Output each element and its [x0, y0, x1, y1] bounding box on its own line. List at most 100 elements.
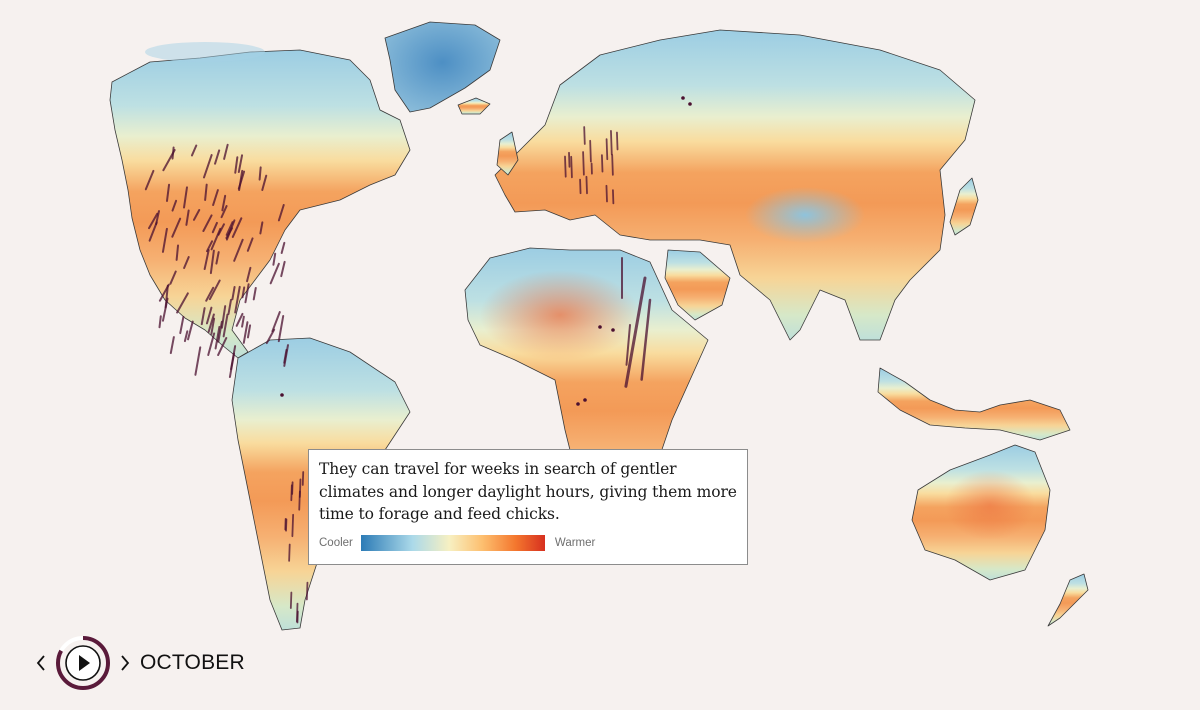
sighting-dot: [681, 96, 685, 100]
north-america: [109, 49, 411, 359]
migration-track: [228, 352, 235, 379]
migration-track: [171, 217, 182, 238]
migration-track: [235, 312, 244, 327]
japan: [949, 177, 979, 236]
migration-track: [238, 169, 244, 192]
migration-track: [176, 292, 189, 314]
migration-track: [204, 183, 208, 202]
migration-track: [161, 227, 168, 253]
migration-track: [202, 214, 213, 232]
migration-track: [271, 311, 281, 333]
migration-track: [290, 484, 293, 502]
migration-track: [585, 175, 588, 195]
migration-track: [244, 283, 250, 304]
migration-track: [616, 131, 619, 151]
migration-track: [298, 490, 301, 511]
migration-track: [237, 154, 244, 173]
migration-track: [205, 306, 213, 325]
migration-track: [564, 155, 567, 178]
migration-track: [246, 324, 252, 339]
playback-controls: OCTOBER: [30, 634, 245, 692]
migration-track: [291, 513, 295, 538]
next-month-button[interactable]: [114, 648, 136, 678]
migration-track: [158, 315, 162, 329]
migration-track: [223, 143, 229, 160]
migration-track: [241, 286, 246, 299]
migration-track: [165, 183, 171, 202]
migration-track: [208, 279, 221, 301]
migration-track: [164, 284, 169, 309]
migration-track: [169, 270, 177, 285]
migration-track: [231, 217, 243, 238]
migration-track: [289, 591, 293, 609]
migration-track: [269, 262, 280, 285]
migration-track: [179, 315, 185, 335]
migration-track: [605, 184, 608, 203]
chevron-right-icon: [121, 655, 130, 671]
legend-high-label: Warmer: [554, 537, 596, 549]
migration-track: [605, 138, 609, 161]
migration-track: [144, 169, 155, 191]
migration-track: [210, 317, 216, 335]
info-card-text: They can travel for weeks in search of g…: [319, 460, 737, 523]
migration-track: [148, 221, 158, 242]
sighting-dot: [598, 325, 602, 329]
migration-track: [283, 348, 288, 364]
migration-track: [583, 126, 586, 145]
sighting-dot: [280, 393, 284, 397]
migration-track: [288, 543, 291, 562]
migration-track: [185, 209, 190, 226]
migration-track: [183, 186, 188, 209]
migration-track: [295, 602, 299, 623]
new-zealand: [1047, 573, 1089, 627]
play-icon: [56, 636, 110, 690]
sighting-dot: [688, 102, 692, 106]
migration-track: [212, 189, 219, 207]
migration-track: [155, 210, 160, 226]
migration-track: [171, 199, 178, 212]
migration-track: [211, 221, 218, 234]
migration-track: [217, 336, 228, 357]
migration-track: [246, 266, 252, 283]
temperature-legend: Cooler Warmer: [319, 534, 595, 552]
sighting-dot: [611, 328, 615, 332]
migration-track: [252, 286, 257, 301]
migration-track: [610, 129, 613, 156]
migration-track: [624, 276, 647, 388]
migration-track: [277, 314, 285, 343]
migration-track: [175, 244, 180, 261]
migration-track: [589, 139, 592, 163]
migration-track: [183, 330, 189, 343]
eurasia: [494, 29, 976, 341]
migration-track: [200, 307, 206, 326]
migration-track: [207, 332, 216, 357]
migration-track: [280, 241, 286, 255]
iceland: [457, 97, 491, 115]
migration-track: [171, 146, 175, 160]
legend-low-label: Cooler: [319, 537, 353, 549]
migration-track: [183, 256, 190, 270]
sighting-dot: [576, 402, 580, 406]
previous-month-button[interactable]: [30, 648, 52, 678]
play-button[interactable]: [54, 634, 112, 692]
migration-track: [187, 320, 194, 341]
migration-track: [215, 251, 220, 265]
bird-migration-tracks: [144, 96, 692, 624]
migration-track: [242, 321, 249, 344]
month-label: OCTOBER: [140, 651, 245, 674]
migration-track: [265, 328, 276, 345]
migration-track: [241, 315, 245, 328]
migration-track: [601, 154, 604, 173]
migration-track: [209, 249, 215, 275]
greenland: [384, 21, 501, 113]
migration-track: [214, 149, 221, 165]
migration-track: [222, 313, 229, 338]
migration-track: [217, 320, 223, 343]
migration-track: [221, 194, 227, 212]
migration-track: [225, 221, 234, 236]
migration-track: [570, 155, 573, 179]
migration-track: [220, 305, 227, 329]
migration-track: [227, 298, 233, 316]
migration-track: [148, 212, 159, 230]
